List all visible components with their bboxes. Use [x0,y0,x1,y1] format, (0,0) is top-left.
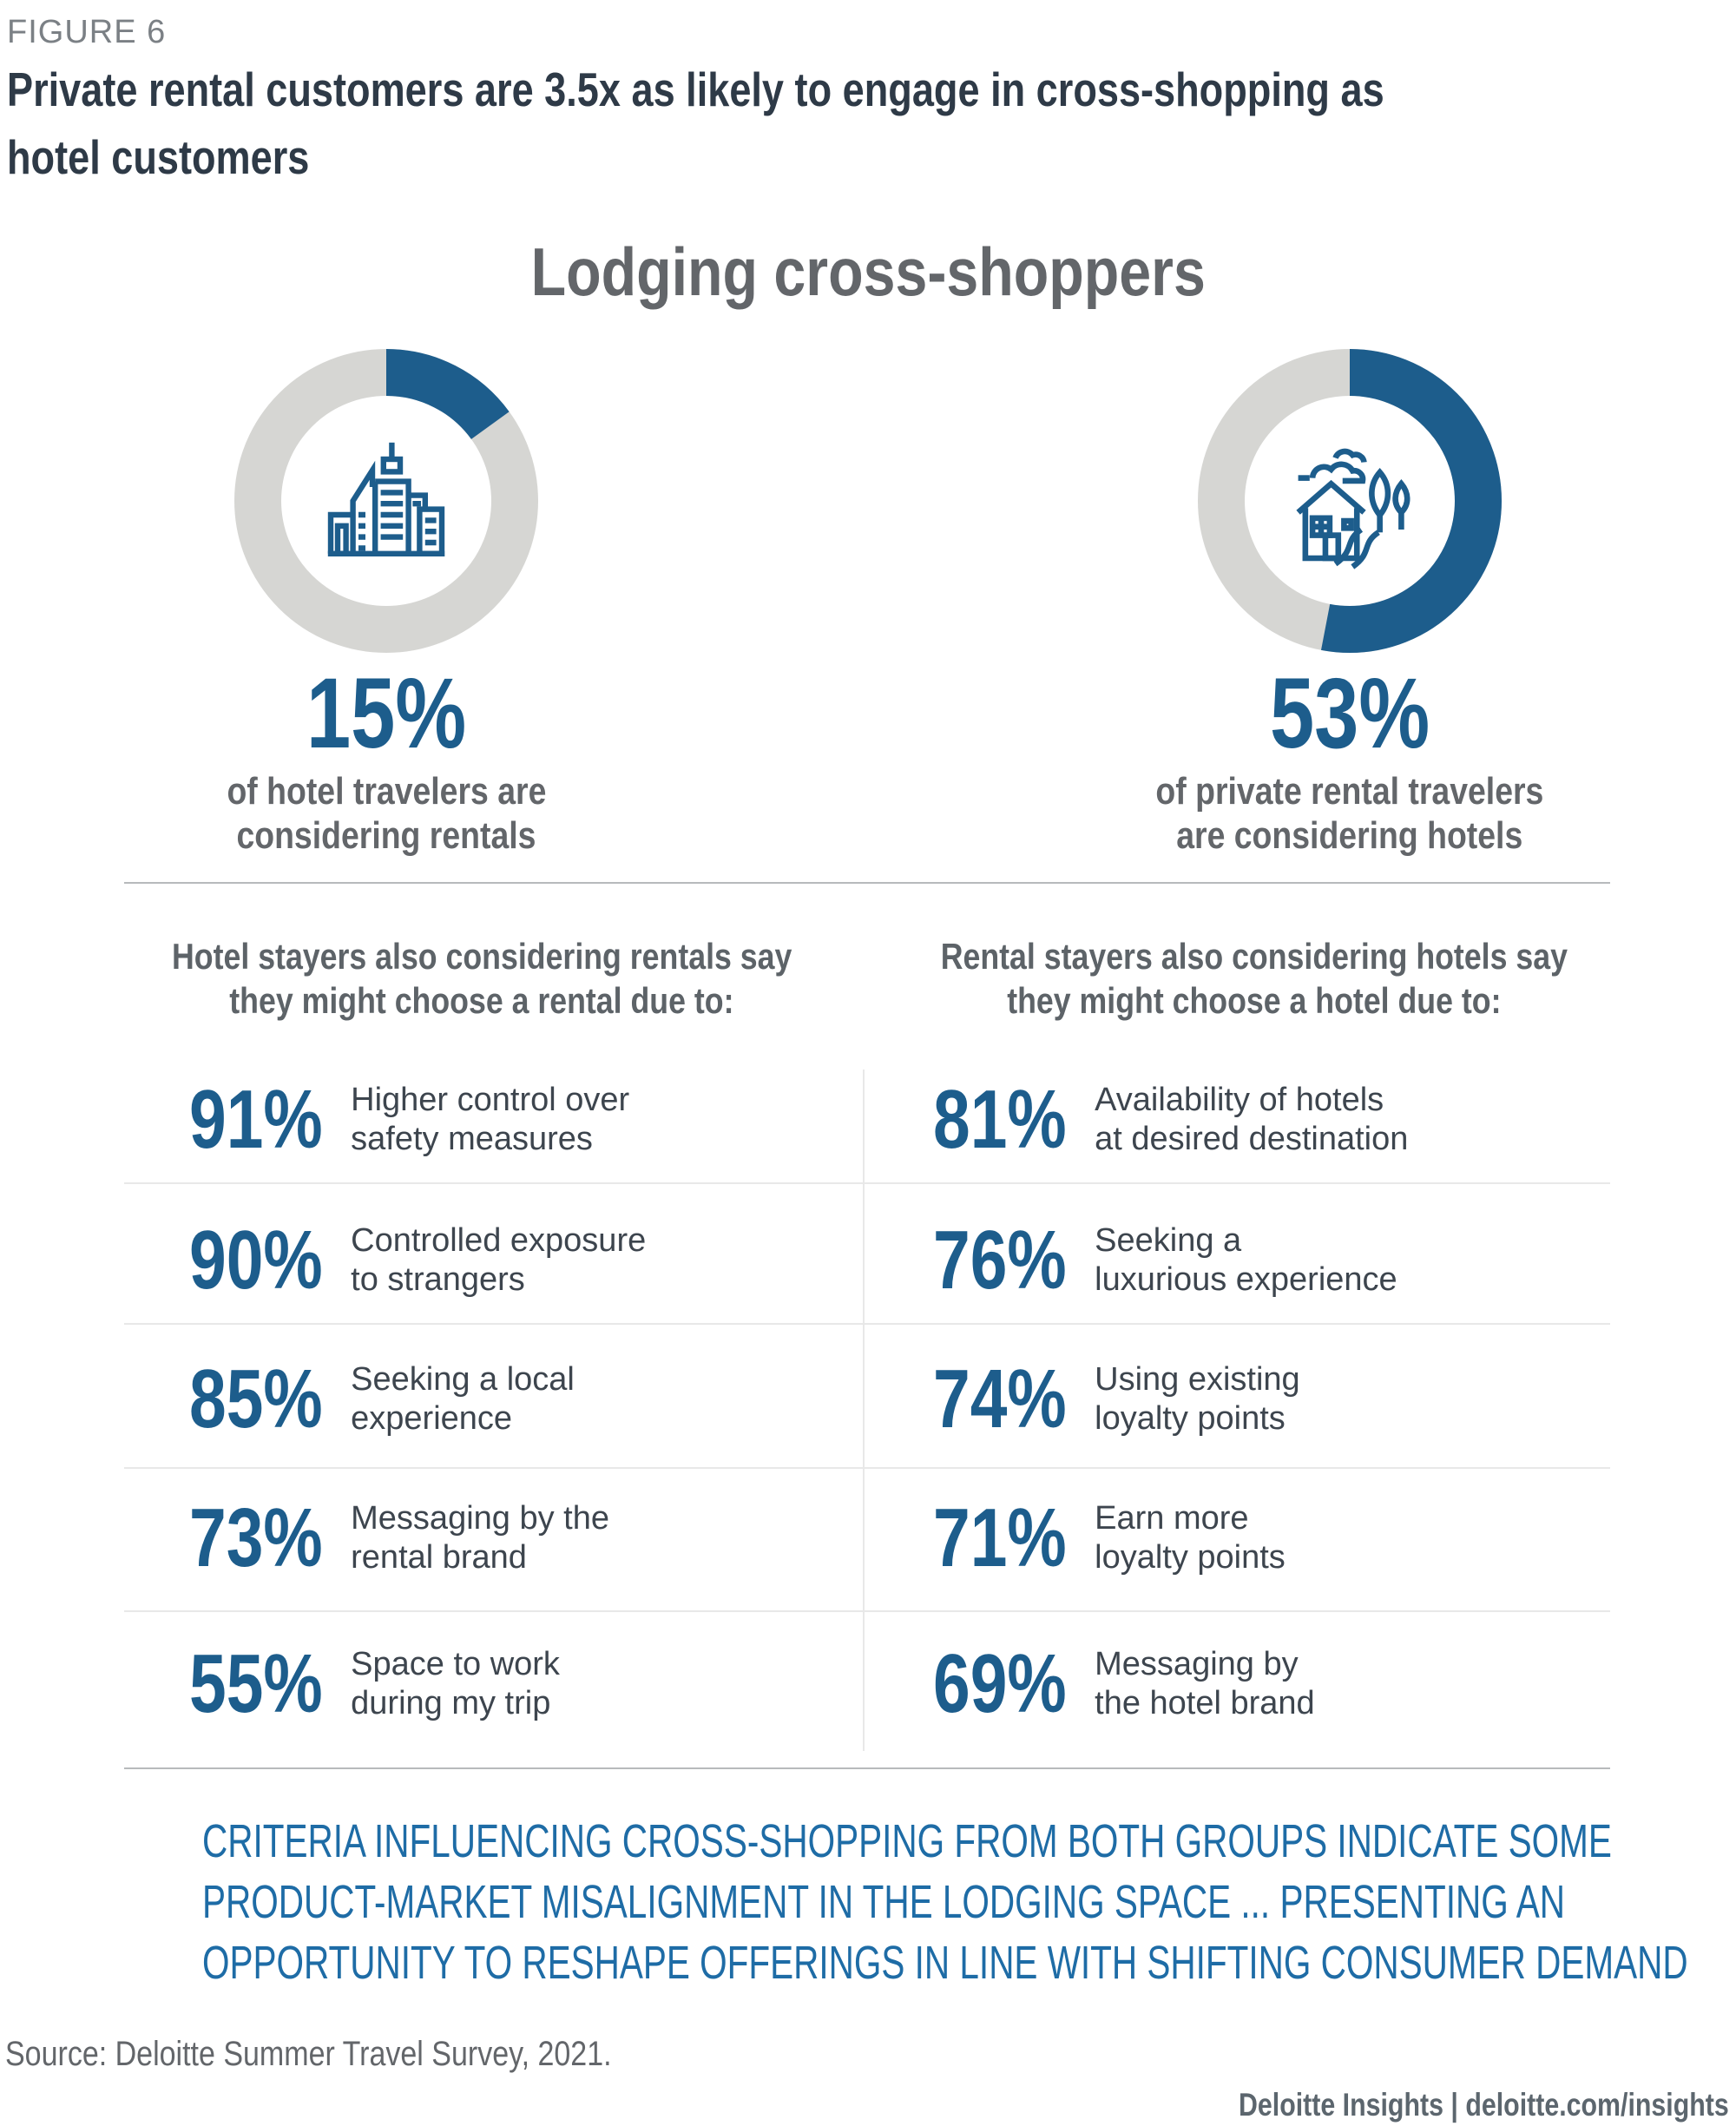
row-divider [124,1323,1610,1325]
donut-percent-hotel: 15% [306,658,467,769]
stat-percent: 73% [189,1491,323,1584]
stat-row: 81% Availability of hotels at desired des… [933,1072,1408,1168]
donut-caption-rental: of private rental travelers are consider… [1155,770,1544,857]
donut-arc-hotel [234,349,538,653]
stat-row: 71% Earn more loyalty points [933,1491,1286,1586]
stat-row: 76% Seeking a luxurious experience [933,1213,1397,1308]
section-divider-bottom [124,1767,1610,1769]
stat-percent: 85% [189,1353,323,1445]
figure-title-line2: hotel customers [7,130,310,184]
stat-label: Messaging by the rental brand [351,1500,609,1576]
stat-label: Using existing loyalty points [1095,1361,1300,1437]
row-divider [124,1182,1610,1184]
footer-separator: | [1450,2087,1459,2123]
stat-percent: 74% [933,1353,1067,1445]
stat-percent: 71% [933,1491,1067,1584]
house-trees-icon [1296,448,1410,569]
donut-caption-hotel: of hotel travelers are considering renta… [227,770,546,857]
figure-title-line1: Private rental customers are 3.5x as lik… [7,63,1384,116]
stat-label: Availability of hotels at desired destina… [1095,1082,1409,1157]
city-buildings-icon [327,442,445,556]
stat-label: Higher control over safety measures [351,1082,630,1157]
row-divider [124,1467,1610,1469]
stat-percent: 76% [933,1214,1067,1307]
figure-label: FIGURE 6 [7,14,167,50]
stat-row: 73% Messaging by the rental brand [189,1491,609,1586]
stat-percent: 55% [189,1637,323,1730]
stat-row: 74% Using existing loyalty points [933,1352,1300,1447]
donut-chart-hotel [234,349,538,653]
donut-ring [234,349,538,653]
donut-chart-rental [1198,349,1502,653]
donut-arc-rental [1198,349,1502,653]
section-divider-top [124,882,1610,884]
stat-label: Space to work during my trip [351,1646,560,1721]
donut-percent-rental: 53% [1269,658,1430,769]
stat-row: 90% Controlled exposure to strangers [189,1213,646,1308]
footer-brand: Deloitte Insights [1239,2087,1444,2123]
stat-percent: 81% [933,1073,1067,1166]
stat-percent: 90% [189,1214,323,1307]
donut-ring [1198,349,1502,653]
stat-label: Seeking a local experience [351,1361,575,1437]
column-divider [863,1070,865,1751]
stat-label: Messaging by the hotel brand [1095,1646,1315,1721]
figure-title: Private rental customers are 3.5x as lik… [7,56,1734,191]
stat-label: Earn more loyalty points [1095,1500,1286,1576]
stat-row: 91% Higher control over safety measures [189,1072,629,1168]
footer-site: deloitte.com/insights [1465,2087,1729,2123]
chart-heading: Lodging cross-shoppers [530,234,1206,310]
footer-branding: Deloitte Insights | deloitte.com/insight… [687,2087,1729,2123]
row-divider [124,1610,1610,1612]
column-header-hotel-stayers: Hotel stayers also considering rentals s… [171,936,792,1021]
stat-percent: 69% [933,1637,1067,1730]
stat-percent: 91% [189,1073,323,1166]
stat-label: Controlled exposure to strangers [351,1222,647,1298]
stat-row: 55% Space to work during my trip [189,1636,560,1732]
callout-text: CRITERIA INFLUENCING CROSS-SHOPPING FROM… [202,1815,1688,1989]
stat-row: 69% Messaging by the hotel brand [933,1636,1315,1732]
column-header-rental-stayers: Rental stayers also considering hotels s… [940,936,1568,1021]
source-note: Source: Deloitte Summer Travel Survey, 2… [5,2035,612,2073]
stat-row: 85% Seeking a local experience [189,1352,575,1447]
stat-label: Seeking a luxurious experience [1095,1222,1397,1298]
